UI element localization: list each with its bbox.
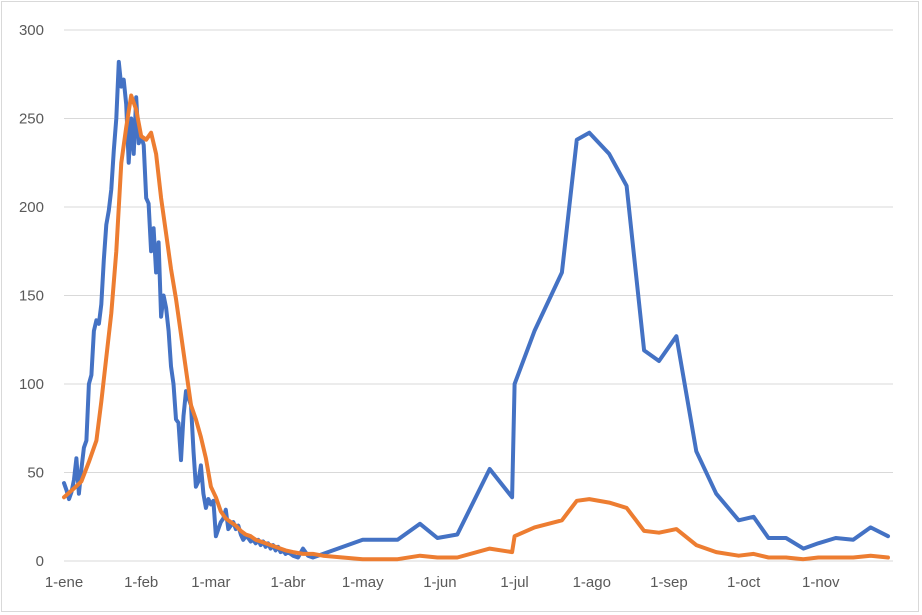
- series-line-1: [62, 59, 890, 560]
- y-tick-label: 250: [19, 111, 44, 128]
- y-tick-label: 100: [19, 376, 44, 393]
- series-line-2: [62, 93, 890, 562]
- x-tick-label: 1-feb: [124, 574, 158, 591]
- y-tick-label: 300: [19, 22, 44, 39]
- x-tick-label: 1-nov: [802, 574, 840, 591]
- y-tick-label: 200: [19, 199, 44, 216]
- x-tick-label: 1-abr: [271, 574, 306, 591]
- x-tick-label: 1-sep: [650, 574, 688, 591]
- x-tick-label: 1-jul: [500, 574, 528, 591]
- y-tick-label: 0: [36, 553, 44, 570]
- x-tick-label: 1-ago: [573, 574, 611, 591]
- x-tick-label: 1-may: [342, 574, 384, 591]
- x-tick-label: 1-mar: [191, 574, 230, 591]
- y-tick-label: 50: [27, 465, 44, 482]
- x-tick-label: 1-oct: [727, 574, 761, 591]
- y-tick-label: 150: [19, 288, 44, 305]
- x-tick-label: 1-ene: [45, 574, 83, 591]
- x-tick-label: 1-jun: [423, 574, 456, 591]
